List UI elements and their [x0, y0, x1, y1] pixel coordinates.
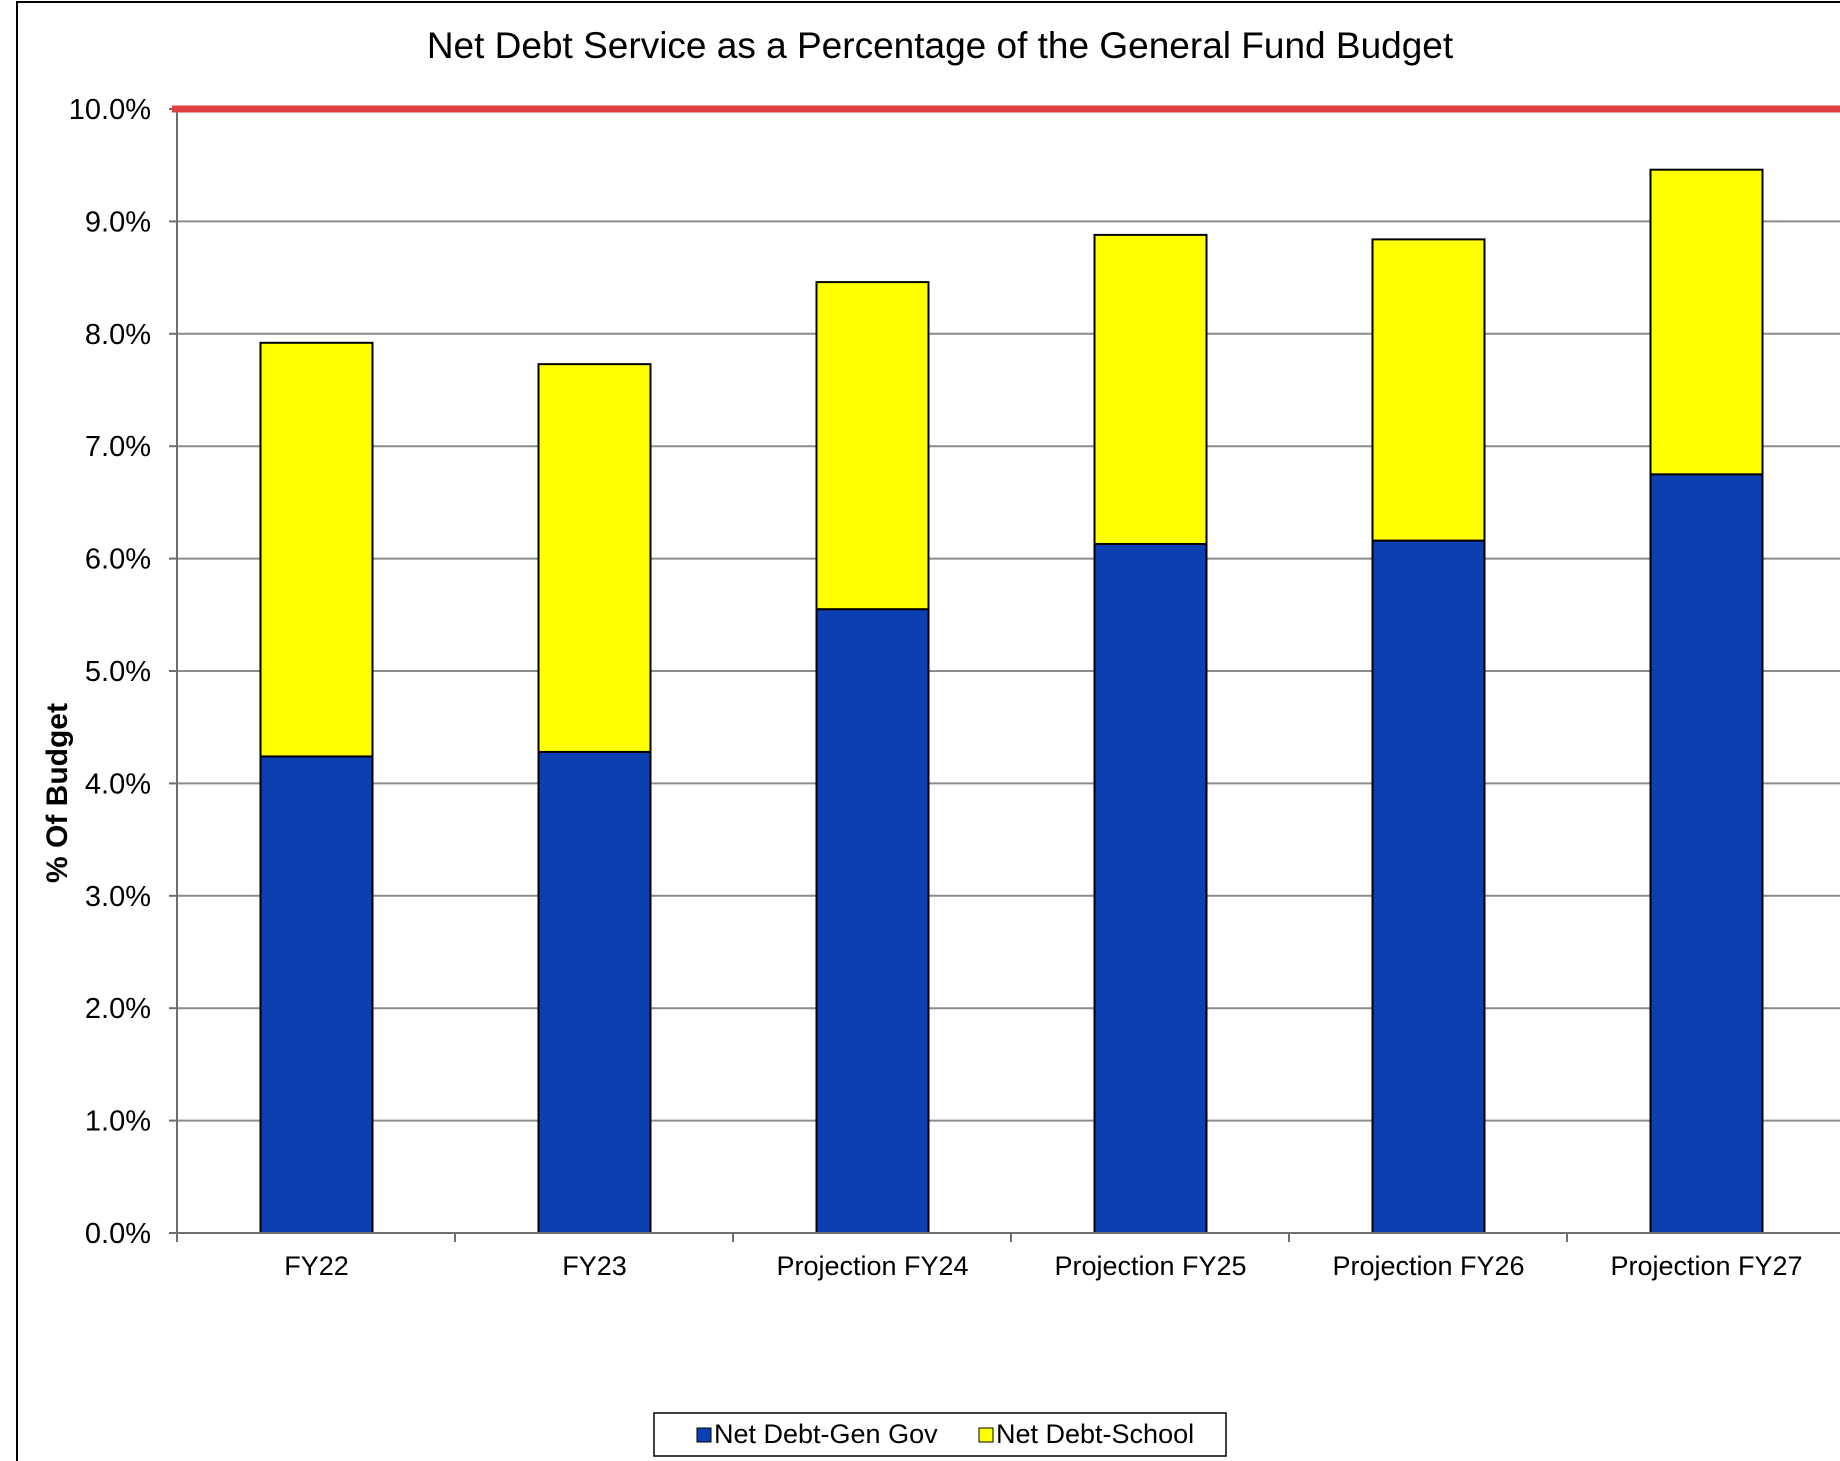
- x-tick-label: FY23: [562, 1251, 627, 1281]
- y-tick-label: 10.0%: [69, 94, 151, 126]
- y-tick-label: 8.0%: [85, 319, 151, 351]
- legend-label-school: Net Debt-School: [996, 1419, 1194, 1449]
- legend-swatch-school: [978, 1427, 994, 1443]
- x-tick-label: Projection FY27: [1610, 1251, 1802, 1281]
- bar-gen-gov: [537, 750, 652, 1234]
- axes: 0.0% 1.0% 2.0% 3.0% 4.0% 5.0% 6.0% 7.0% 8.0% 9.0%…: [69, 94, 1840, 1281]
- bar-school: [1371, 238, 1486, 542]
- y-axis-label: % Of Budget: [41, 703, 74, 883]
- legend-box: [653, 1412, 1227, 1457]
- chart-title: Net Debt Service as a Percentage of the …: [427, 25, 1454, 66]
- bar-gen-gov: [815, 608, 930, 1234]
- bar-school: [1649, 168, 1764, 476]
- bar-gen-gov: [259, 755, 374, 1234]
- y-tick-label: 6.0%: [85, 544, 151, 576]
- bars: [259, 168, 1764, 1234]
- legend-label-gen-gov: Net Debt-Gen Gov: [714, 1419, 938, 1449]
- bar-gen-gov: [1371, 539, 1486, 1234]
- y-tick-label: 7.0%: [85, 431, 151, 463]
- y-tick-label: 5.0%: [85, 656, 151, 688]
- y-tick-label: 1.0%: [85, 1106, 151, 1138]
- bar-school: [815, 281, 930, 611]
- bar-school: [259, 341, 374, 758]
- bar-gen-gov: [1649, 473, 1764, 1234]
- bar-school: [1093, 233, 1208, 545]
- x-tick-label: Projection FY24: [776, 1251, 968, 1281]
- y-tick-label: 2.0%: [85, 993, 151, 1025]
- x-tick-label: Projection FY26: [1332, 1251, 1524, 1281]
- bar-school: [537, 363, 652, 753]
- y-tick-label: 3.0%: [85, 881, 151, 913]
- bar-gen-gov: [1093, 542, 1208, 1234]
- y-tick-label: 0.0%: [85, 1218, 151, 1250]
- x-tick-label: Projection FY25: [1054, 1251, 1246, 1281]
- legend: Net Debt-Gen Gov Net Debt-School: [653, 1412, 1227, 1457]
- y-tick-label: 9.0%: [85, 206, 151, 238]
- y-tick-label: 4.0%: [85, 768, 151, 800]
- legend-swatch-gen-gov: [696, 1427, 712, 1443]
- x-tick-label: FY22: [284, 1251, 349, 1281]
